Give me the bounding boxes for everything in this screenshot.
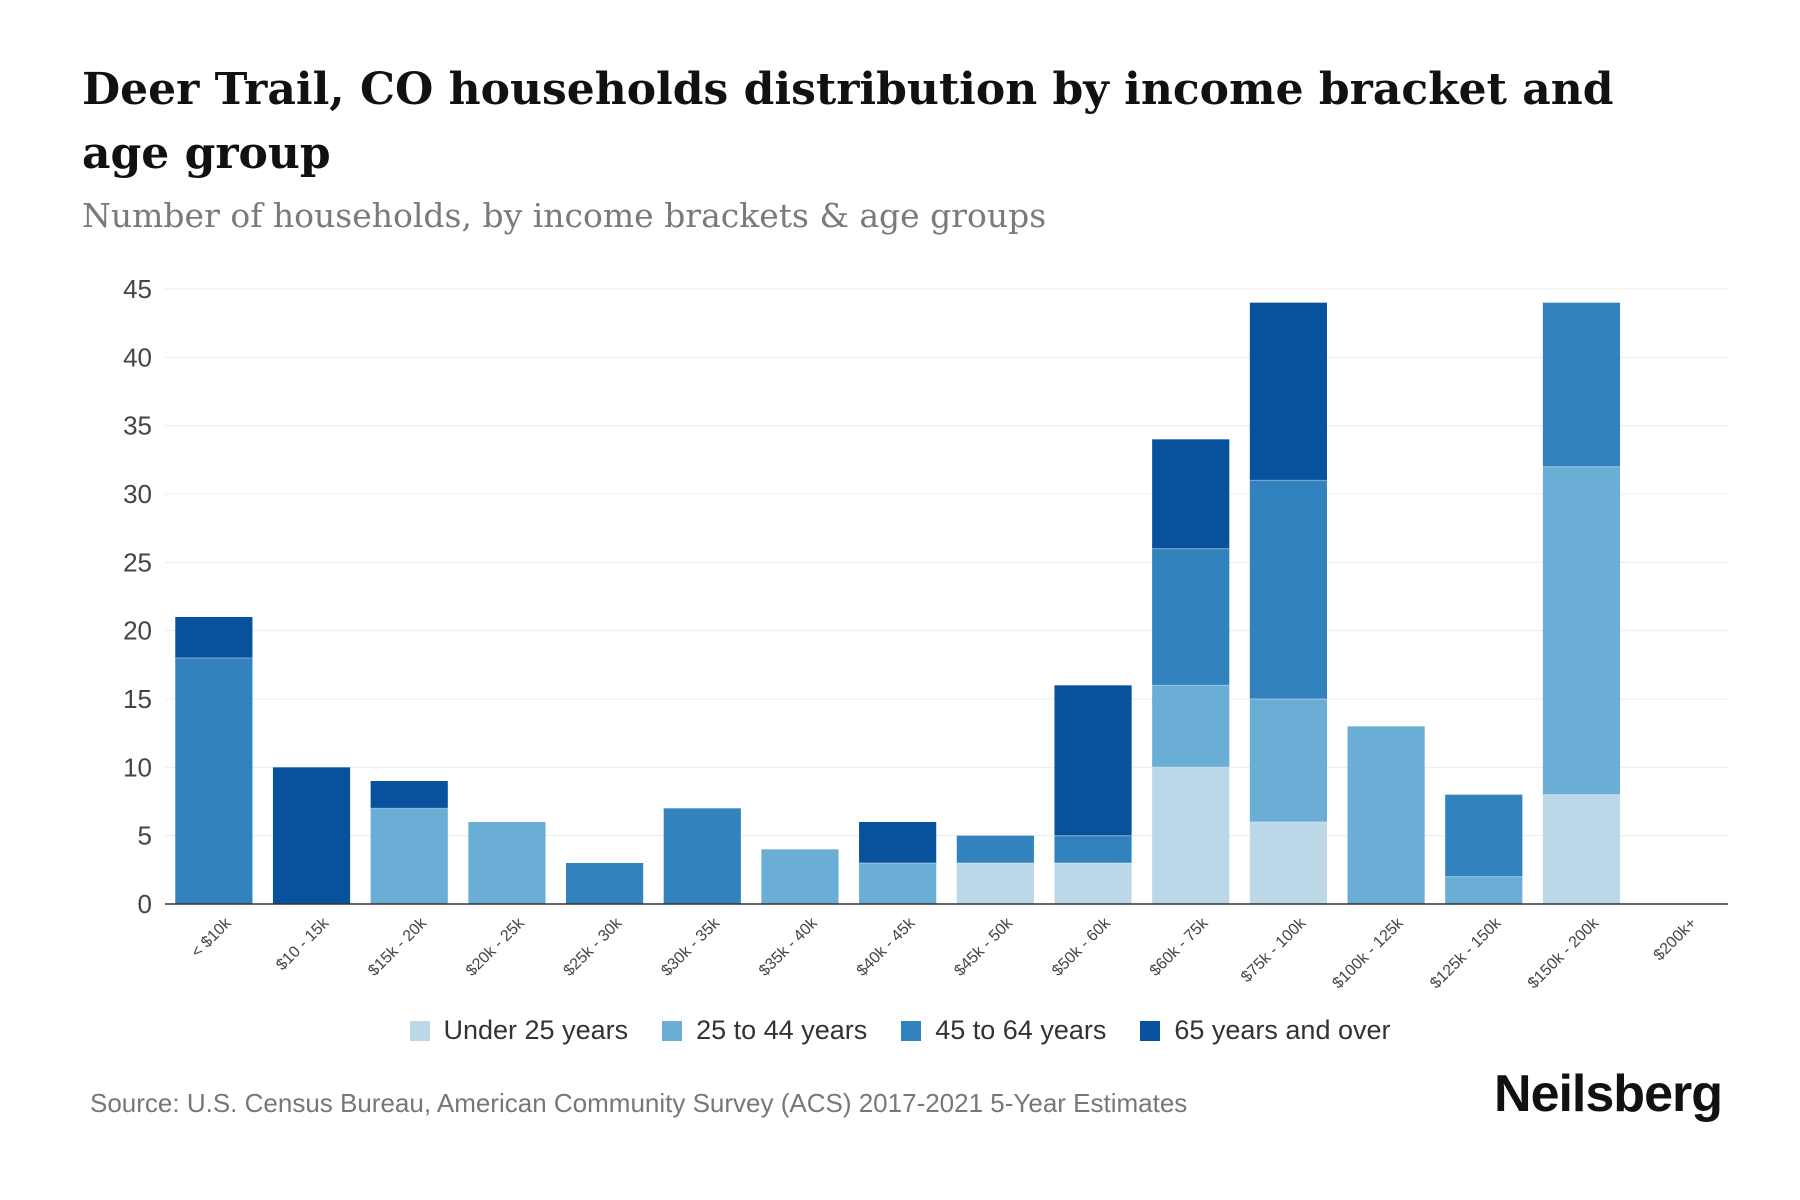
legend-item: Under 25 years (409, 1015, 629, 1046)
chart-title: Deer Trail, CO households distribution b… (82, 64, 1614, 179)
bars (175, 302, 1621, 904)
legend-label: 45 to 64 years (935, 1015, 1107, 1045)
y-tick-label: 15 (123, 684, 152, 714)
bar-segment (1347, 726, 1425, 904)
bar-segment (1542, 794, 1621, 904)
bar-segment (175, 617, 253, 658)
bar-segment (1249, 480, 1327, 699)
chart-subtitle: Number of households, by income brackets… (82, 196, 1047, 235)
bar-segment (1542, 466, 1621, 795)
x-tick-label: $60k - 75k (1147, 914, 1213, 980)
bar-stack (1249, 302, 1327, 904)
y-tick-label: 10 (123, 752, 152, 782)
source-note: Source: U.S. Census Bureau, American Com… (90, 1088, 1188, 1118)
stacked-bar-chart: 0 5 10 15 20 25 30 35 40 45 < $10k $10 - 15k $15k -… (123, 274, 1728, 992)
y-tick-label: 20 (123, 616, 152, 646)
bar-segment (956, 863, 1034, 904)
bar-stack (761, 849, 839, 904)
bar-segment (1054, 835, 1132, 863)
y-tick-label: 5 (138, 821, 152, 851)
bar-segment (663, 808, 741, 904)
bar-stack (1152, 439, 1230, 904)
bar-segment (175, 658, 253, 904)
bar-segment (1152, 685, 1230, 768)
x-tick-label: $50k - 60k (1049, 914, 1115, 980)
legend-item: 65 years and over (1140, 1015, 1391, 1046)
bar-stack (1542, 302, 1621, 904)
x-tick-label: $75k - 100k (1238, 914, 1310, 986)
x-tick-label: $35k - 40k (756, 914, 822, 980)
x-tick-label: $15k - 20k (365, 914, 431, 980)
x-tick-label: $10 - 15k (273, 914, 333, 974)
x-tick-label: $45k - 50k (951, 914, 1017, 980)
bar-stack (1054, 685, 1132, 904)
x-tick-label: $40k - 45k (854, 914, 920, 980)
bar-stack (175, 617, 253, 904)
bar-segment (1054, 685, 1132, 836)
bar-stack (956, 835, 1034, 904)
legend-swatch (662, 1020, 683, 1041)
gridlines (165, 288, 1728, 837)
chart-legend: Under 25 years 25 to 44 years 45 to 64 yea… (0, 1015, 1800, 1046)
bar-stack (566, 863, 644, 904)
bar-segment (859, 863, 937, 904)
legend-swatch (409, 1020, 430, 1041)
bar-segment (468, 822, 546, 904)
bar-stack (1445, 794, 1523, 904)
bar-segment (1445, 794, 1523, 877)
legend-item: 25 to 44 years (662, 1015, 867, 1046)
bar-segment (1249, 822, 1327, 904)
bar-stack (370, 781, 448, 904)
bar-stack (859, 822, 937, 904)
legend-label: 65 years and over (1174, 1015, 1391, 1045)
bar-segment (370, 781, 448, 809)
legend-swatch (1140, 1020, 1161, 1041)
x-tick-label: $200k+ (1651, 915, 1700, 964)
x-tick-label: $100k - 125k (1329, 914, 1407, 992)
y-axis-ticks: 0 5 10 15 20 25 30 35 40 45 (123, 274, 152, 919)
y-tick-label: 0 (138, 889, 152, 919)
bar-segment (761, 849, 839, 904)
x-tick-label: $25k - 30k (561, 914, 627, 980)
bar-stack (663, 808, 741, 904)
bar-segment (370, 808, 448, 904)
x-axis-ticks: < $10k $10 - 15k $15k - 20k $20k - 25k $25k … (188, 914, 1700, 992)
y-tick-label: 25 (123, 547, 152, 577)
bar-segment (956, 835, 1034, 863)
bar-segment (1249, 699, 1327, 822)
bar-segment (1249, 302, 1327, 481)
y-tick-label: 35 (123, 411, 152, 441)
bar-stack (1347, 726, 1425, 904)
legend-item: 45 to 64 years (901, 1015, 1106, 1046)
y-tick-label: 40 (123, 342, 152, 372)
bar-segment (1152, 439, 1230, 549)
legend-label: 25 to 44 years (696, 1015, 868, 1045)
x-tick-label: $150k - 200k (1525, 914, 1603, 992)
legend-label: Under 25 years (443, 1015, 629, 1045)
bar-segment (272, 767, 351, 904)
bar-segment (859, 822, 937, 863)
brand-logo: Neilsberg (1494, 1065, 1723, 1123)
bar-segment (566, 863, 644, 904)
bar-segment (1054, 863, 1132, 904)
bar-segment (1542, 302, 1621, 467)
y-tick-label: 30 (123, 479, 152, 509)
x-tick-label: $20k - 25k (463, 914, 529, 980)
bar-segment (1445, 876, 1523, 904)
y-tick-label: 45 (123, 274, 152, 304)
x-tick-label: < $10k (188, 914, 235, 961)
bar-segment (1152, 548, 1230, 686)
bar-stack (468, 822, 546, 904)
bar-stack (272, 767, 351, 904)
x-tick-label: $30k - 35k (658, 914, 724, 980)
legend-swatch (901, 1020, 922, 1041)
x-tick-label: $125k - 150k (1427, 914, 1505, 992)
bar-segment (1152, 767, 1230, 904)
